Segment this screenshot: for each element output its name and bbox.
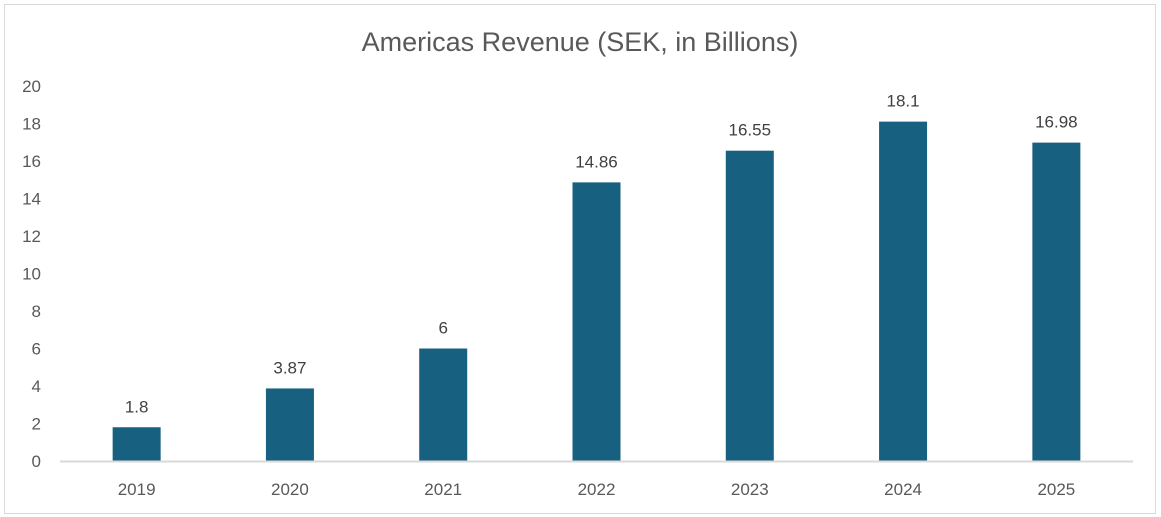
x-tick-label: 2025 [1037, 480, 1075, 499]
y-tick-label: 20 [22, 77, 41, 96]
bars [112, 121, 1081, 461]
y-tick-label: 2 [32, 415, 41, 434]
x-axis-ticks: 2019 2020 2021 2022 2023 2024 2025 [118, 480, 1076, 499]
bar-2024 [879, 121, 928, 461]
y-tick-label: 16 [22, 152, 41, 171]
y-tick-label: 0 [32, 452, 41, 471]
data-label-2019: 1.8 [125, 397, 149, 416]
data-label-2022: 14.86 [575, 152, 618, 171]
bar-2022 [572, 182, 621, 461]
y-axis-ticks: 0 2 4 6 8 10 12 14 16 18 20 [22, 77, 41, 471]
x-tick-label: 2021 [424, 480, 462, 499]
bar-2019 [112, 427, 161, 461]
y-tick-label: 18 [22, 115, 41, 134]
data-label-2020: 3.87 [273, 358, 306, 377]
y-tick-label: 12 [22, 227, 41, 246]
y-tick-label: 8 [32, 302, 41, 321]
y-tick-label: 6 [32, 340, 41, 359]
x-tick-label: 2024 [884, 480, 922, 499]
y-tick-label: 14 [22, 190, 41, 209]
bar-2023 [725, 150, 774, 461]
data-labels: 1.8 3.87 6 14.86 16.55 18.1 16.98 [125, 92, 1078, 417]
data-label-2025: 16.98 [1035, 113, 1078, 132]
x-tick-label: 2022 [578, 480, 616, 499]
data-label-2021: 6 [438, 319, 447, 338]
bar-2021 [419, 348, 468, 461]
bar-2020 [265, 388, 314, 461]
data-label-2024: 18.1 [887, 92, 920, 111]
data-label-2023: 16.55 [729, 121, 772, 140]
x-tick-label: 2023 [731, 480, 769, 499]
x-tick-label: 2020 [271, 480, 309, 499]
bar-2025 [1032, 142, 1081, 461]
x-tick-label: 2019 [118, 480, 156, 499]
y-tick-label: 4 [32, 377, 41, 396]
chart-title: Americas Revenue (SEK, in Billions) [362, 27, 799, 57]
y-tick-label: 10 [22, 265, 41, 284]
